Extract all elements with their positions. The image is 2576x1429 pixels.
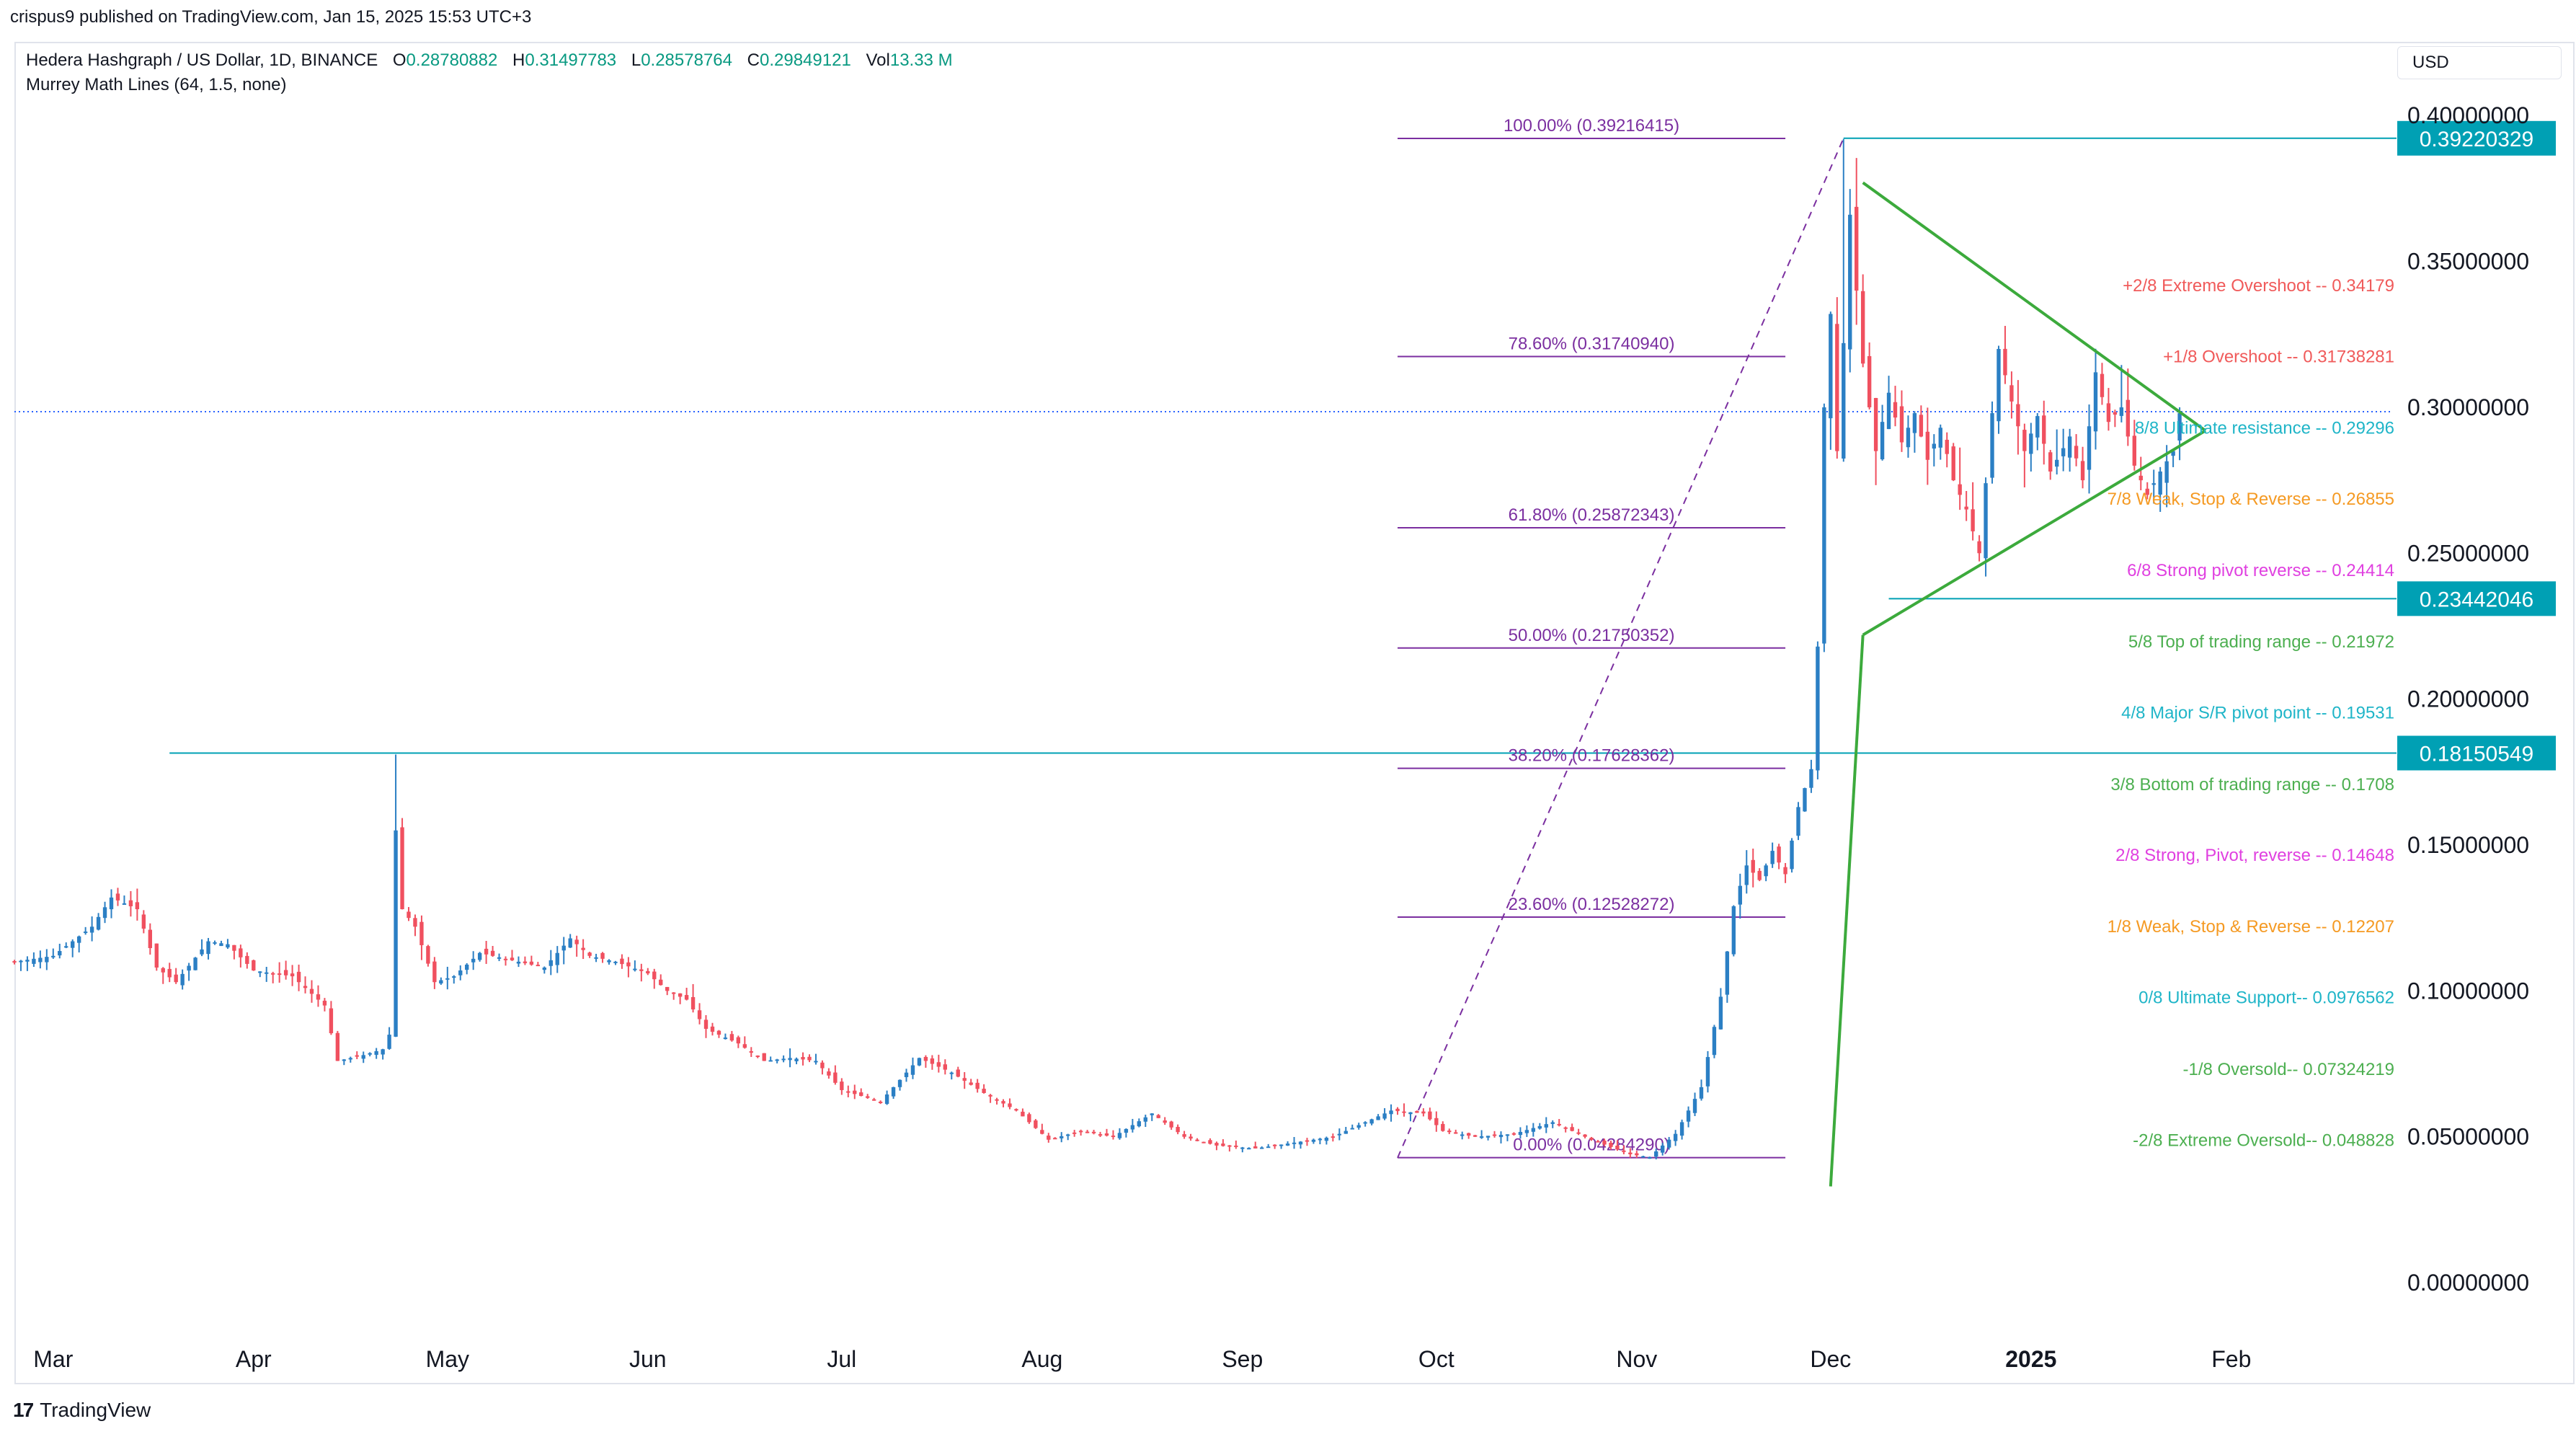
brand: 17 TradingView bbox=[13, 1399, 151, 1422]
tradingview-logo-icon: 17 bbox=[13, 1399, 34, 1421]
open-value: 0.28780882 bbox=[406, 50, 498, 70]
brand-name: TradingView bbox=[40, 1399, 151, 1421]
currency-selector[interactable]: USD bbox=[2397, 46, 2562, 79]
volume-value: 13.33 M bbox=[889, 50, 953, 70]
volume-label: Vol bbox=[866, 50, 890, 70]
indicator-legend[interactable]: Murrey Math Lines (64, 1.5, none) bbox=[26, 75, 287, 94]
close-label: C bbox=[747, 50, 760, 70]
high-label: H bbox=[512, 50, 525, 70]
symbol-name[interactable]: Hedera Hashgraph / US Dollar, 1D, BINANC… bbox=[26, 50, 378, 70]
symbol-legend: Hedera Hashgraph / US Dollar, 1D, BINANC… bbox=[26, 50, 953, 71]
low-value: 0.28578764 bbox=[641, 50, 732, 70]
chart-pane[interactable] bbox=[14, 42, 2575, 1384]
published-line: crispus9 published on TradingView.com, J… bbox=[10, 7, 532, 27]
high-value: 0.31497783 bbox=[525, 50, 617, 70]
low-label: L bbox=[631, 50, 641, 70]
close-value: 0.29849121 bbox=[760, 50, 851, 70]
open-label: O bbox=[392, 50, 407, 70]
